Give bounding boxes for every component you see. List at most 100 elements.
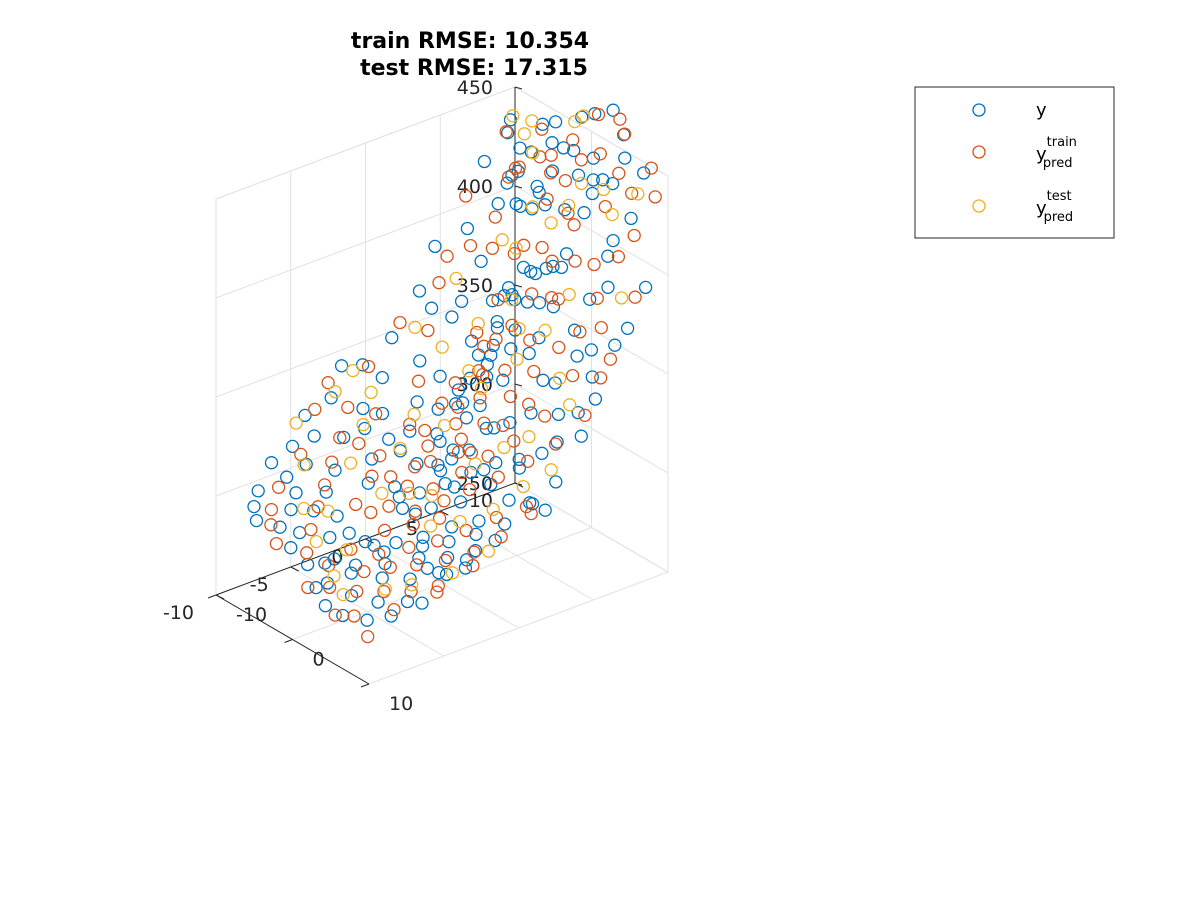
data-point-series-1: [484, 477, 498, 492]
data-point-series-1: [307, 504, 321, 518]
data-point-series-3: [474, 381, 489, 396]
data-point-series-2: [648, 190, 662, 204]
data-point-series-1: [498, 517, 512, 531]
data-point-series-3: [526, 146, 540, 160]
data-point-series-2: [325, 455, 339, 469]
data-point-series-2: [501, 170, 516, 184]
z-tick-label: 400: [457, 176, 493, 198]
data-point-series-2: [387, 602, 401, 617]
data-point-series-1: [550, 435, 564, 449]
chart-title: train RMSE: 10.354 test RMSE: 17.315: [351, 29, 589, 81]
data-point-series-2: [508, 161, 523, 175]
data-point-series-3: [435, 340, 449, 354]
data-point-series-3: [364, 385, 378, 400]
data-point-series-2: [505, 318, 519, 332]
data-point-series-3: [462, 364, 476, 378]
data-point-series-1: [440, 550, 455, 565]
data-point-series-1: [403, 424, 417, 438]
data-point-series-3: [328, 384, 342, 399]
data-point-series-2: [544, 166, 558, 180]
data-point-series-1: [392, 490, 406, 504]
data-point-series-1: [601, 249, 615, 263]
data-point-series-3: [526, 200, 540, 214]
data-point-series-2: [567, 218, 581, 232]
data-point-series-3: [437, 418, 452, 433]
data-point-series-1: [559, 247, 574, 261]
data-point-series-1: [400, 594, 415, 609]
data-point-series-2: [377, 523, 392, 538]
data-point-series-1: [608, 338, 622, 352]
data-point-series-2: [627, 228, 641, 243]
data-point-series-3: [486, 502, 500, 517]
data-point-series-3: [425, 489, 439, 503]
data-point-series-2: [402, 540, 416, 554]
data-point-series-2: [498, 363, 512, 377]
data-point-series-2: [448, 376, 462, 390]
data-point-series-1: [624, 211, 638, 226]
data-point-series-2: [538, 409, 552, 423]
data-point-series-2: [421, 323, 435, 338]
y-tick-mark: [215, 594, 225, 600]
data-point-series-2: [421, 439, 435, 453]
data-point-series-1: [536, 373, 550, 387]
data-point-series-3: [289, 416, 303, 430]
data-point-series-1: [334, 359, 349, 373]
data-point-series-2: [485, 241, 500, 255]
data-point-series-2: [451, 400, 465, 414]
scatter-points: [247, 103, 662, 644]
data-point-series-1: [546, 300, 561, 314]
data-point-series-3: [423, 519, 438, 533]
data-point-series-2: [357, 564, 371, 579]
data-point-series-1: [433, 464, 448, 478]
data-point-series-2: [373, 449, 387, 463]
data-point-series-1: [428, 239, 442, 254]
data-point-series-2: [525, 287, 539, 301]
data-point-series-3: [563, 398, 577, 412]
data-point-series-3: [309, 534, 323, 549]
title-line-2: test RMSE: 17.315: [360, 56, 588, 81]
data-point-series-2: [349, 497, 363, 512]
data-point-series-1: [585, 370, 599, 384]
data-point-series-3: [614, 291, 629, 305]
data-point-series-1: [601, 280, 615, 294]
data-point-series-1: [485, 294, 500, 308]
z-tick-mark: [514, 383, 523, 387]
data-point-series-2: [517, 238, 531, 252]
z-tick-mark: [514, 185, 523, 189]
data-point-series-1: [445, 452, 459, 466]
data-point-series-1: [571, 168, 586, 182]
data-point-series-1: [620, 321, 635, 335]
data-point-series-3: [449, 271, 463, 286]
y-tick-label: -10: [163, 602, 194, 624]
grid-line-y: [439, 510, 594, 601]
data-point-series-1: [415, 539, 430, 553]
data-point-series-1: [453, 495, 468, 509]
data-point-series-1: [336, 608, 350, 623]
data-point-series-2: [489, 332, 503, 346]
data-point-series-2: [328, 608, 342, 622]
data-point-series-1: [551, 407, 566, 422]
data-point-series-1: [535, 446, 549, 460]
data-point-series-2: [411, 374, 426, 388]
data-point-series-3: [509, 241, 523, 255]
data-point-series-1: [284, 502, 298, 517]
data-point-series-3: [402, 486, 416, 501]
data-point-series-1: [365, 452, 379, 466]
data-point-series-1: [532, 185, 546, 200]
data-point-series-2: [611, 250, 626, 264]
data-point-series-3: [605, 207, 619, 222]
data-point-series-2: [264, 502, 279, 517]
data-point-series-1: [360, 613, 374, 627]
y-tick-mark: [440, 510, 449, 516]
data-point-series-3: [327, 569, 341, 583]
data-point-series-1: [344, 566, 358, 580]
data-point-series-2: [535, 240, 549, 255]
data-point-series-2: [361, 359, 376, 374]
data-point-series-1: [468, 543, 483, 558]
data-point-series-2: [423, 454, 438, 469]
data-point-series-2: [491, 470, 505, 484]
data-point-series-1: [472, 514, 486, 528]
data-point-series-2: [271, 480, 286, 494]
data-point-series-2: [533, 150, 547, 164]
